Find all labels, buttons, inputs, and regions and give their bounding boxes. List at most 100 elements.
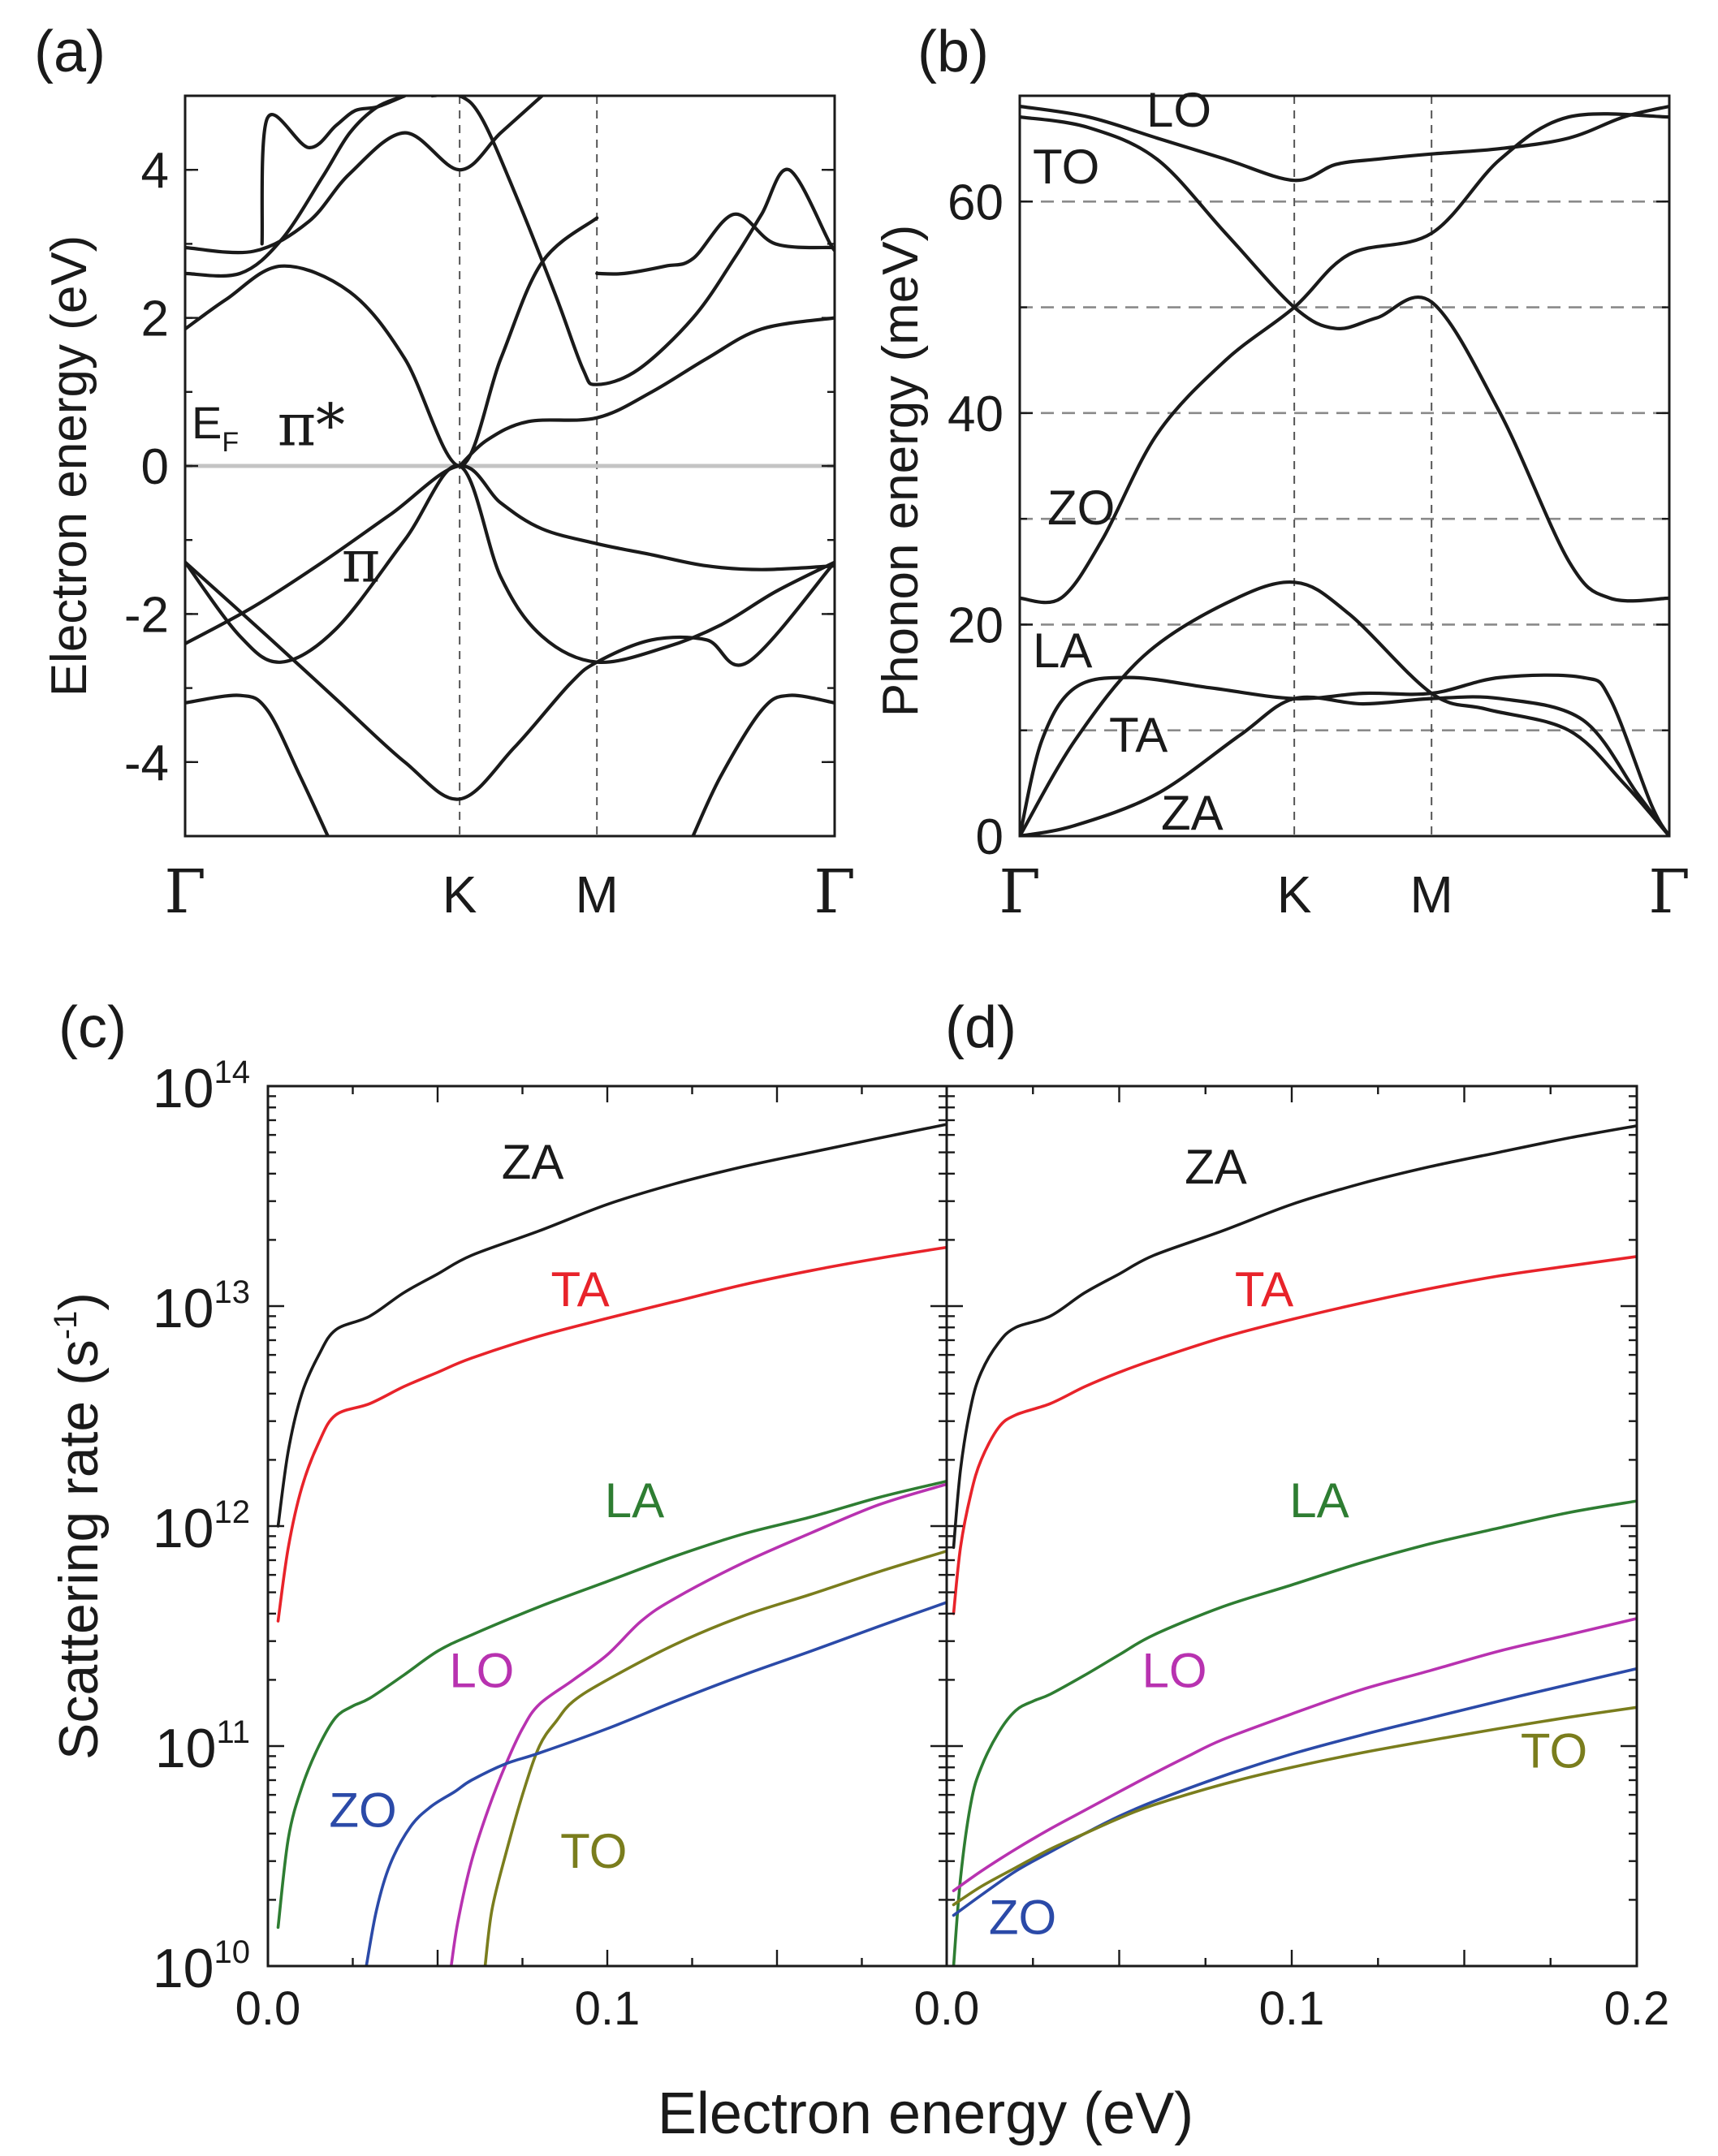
band-TA	[1020, 673, 1669, 836]
y-tick-label: 0	[976, 809, 1004, 865]
y-tick-label: 60	[947, 175, 1004, 231]
x-tick-label: 0.2	[1604, 1982, 1670, 2035]
x-label-m: M	[576, 865, 619, 924]
x-label-m: M	[1410, 865, 1453, 924]
y-axis-label: Electron energy (eV)	[41, 235, 97, 697]
label-la: LA	[605, 1473, 664, 1528]
label-la: LA	[1289, 1473, 1349, 1528]
branch-label-la: LA	[1033, 623, 1092, 678]
band-deep-2	[185, 560, 835, 801]
band-upper-2	[185, 96, 544, 255]
panel-d-label: (d)	[945, 995, 1017, 1060]
label-lo: LO	[1142, 1644, 1206, 1698]
energy-grid-lines	[1020, 200, 1669, 732]
fermi-label: EF	[192, 397, 239, 458]
y-ticks: 1014 1013 1012 1011 1010	[153, 1054, 947, 1999]
panel-c-scattering-rates: (c) 1014 1013 1012 1011 1010 0.0 0.1 ZA TA LA LO…	[48, 995, 948, 2035]
label-to: TO	[560, 1824, 627, 1878]
y-tick-label: 1010	[153, 1934, 250, 1999]
band-LA	[1020, 580, 1669, 836]
label-zo: ZO	[329, 1783, 396, 1837]
x-label-gamma: Γ	[814, 857, 855, 927]
panel-d-scattering-rates: (d) 0.0 0.1 0.2 ZA TA LA LO ZO TO	[914, 995, 1670, 2035]
band-TO	[1020, 115, 1669, 603]
x-tick-label: 0.1	[1259, 1982, 1325, 2035]
rate-curves	[952, 1124, 1637, 1966]
y-tick-label: 1011	[155, 1714, 250, 1779]
band-upper-3	[260, 96, 407, 246]
label-ta: TA	[550, 1262, 609, 1317]
y-axis-label: Scattering rate (s-1)	[48, 1292, 110, 1760]
y-tick-label: 1013	[153, 1274, 250, 1339]
y-tick-label: -2	[124, 587, 169, 643]
band-ZO	[1020, 112, 1669, 605]
y-tick-label: 20	[947, 597, 1004, 653]
branch-label-zo: ZO	[1047, 481, 1115, 535]
y-tick-label: 1014	[153, 1054, 250, 1119]
x-tick-label: 0.0	[235, 1982, 301, 2035]
label-zo: ZO	[989, 1890, 1056, 1944]
curve-labels: ZA TA LA LO TO ZO	[329, 1135, 664, 1878]
curve-to	[952, 1705, 1637, 1907]
panel-b-frame	[1018, 94, 1671, 838]
curve-to	[483, 1550, 947, 1966]
high-symmetry-lines	[1293, 96, 1433, 836]
curve-ta	[952, 1255, 1637, 1615]
branch-label-ta: TA	[1109, 708, 1168, 762]
panel-c-label: (c)	[58, 995, 127, 1060]
band-upper-5	[595, 212, 835, 276]
curve-lo	[449, 1482, 947, 1966]
curve-lo	[952, 1617, 1637, 1892]
band-sigma-2	[691, 693, 835, 836]
phonon-branches	[1020, 104, 1669, 836]
y-axis-label: Phonon energy (meV)	[873, 225, 929, 718]
curve-labels: ZA TA LA LO ZO TO	[989, 1140, 1587, 1944]
x-axis-label: Electron energy (eV)	[658, 2081, 1194, 2146]
curve-zo	[952, 1667, 1637, 1917]
band-pi	[185, 464, 835, 645]
y-ticks: 4 2 0 -2 -4	[124, 94, 835, 838]
pi-star-label: π*	[278, 390, 345, 459]
label-za: ZA	[1185, 1140, 1247, 1194]
y-tick-label: 2	[141, 291, 169, 347]
band-pi-star	[458, 316, 835, 468]
label-ta: TA	[1235, 1262, 1293, 1317]
curve-za	[952, 1124, 1637, 1550]
x-label-gamma: Γ	[999, 857, 1040, 927]
label-to: TO	[1521, 1723, 1587, 1778]
pi-label: π	[342, 528, 380, 596]
label-za: ZA	[502, 1135, 564, 1189]
x-label-gamma: Γ	[164, 857, 205, 927]
x-label-gamma: Γ	[1648, 857, 1690, 927]
branch-label-to: TO	[1033, 140, 1099, 194]
y-tick-label: -4	[124, 735, 169, 791]
x-tick-label: 0.0	[914, 1982, 980, 2035]
curve-ta	[276, 1245, 947, 1623]
x-ticks: 0.0 0.1	[235, 1086, 948, 2035]
curve-la	[276, 1479, 947, 1930]
x-label-k: K	[1277, 865, 1312, 924]
x-tick-label: 0.1	[575, 1982, 641, 2035]
y-tick-label: 4	[141, 143, 169, 199]
curve-la	[952, 1499, 1637, 1966]
band-ZA	[1020, 695, 1669, 836]
panel-a-label: (a)	[34, 19, 106, 84]
branch-label-za: ZA	[1161, 786, 1224, 840]
curve-za	[276, 1123, 947, 1528]
band-sigma-1	[185, 693, 330, 836]
label-lo: LO	[449, 1644, 514, 1698]
panel-b-label: (b)	[917, 19, 989, 84]
band-LO	[1020, 104, 1669, 183]
panel-a-electron-bands: (a) 4 2 0 -2 -4 Γ K M Γ Electron energy (eV) EF…	[34, 19, 856, 927]
y-tick-label: 0	[141, 439, 169, 495]
band-deep-1	[185, 464, 835, 665]
x-ticks: 0.0 0.1 0.2	[914, 1086, 1670, 2035]
x-label-k: K	[442, 865, 477, 924]
band-upper-4	[430, 96, 835, 386]
band-pi-star-2	[185, 216, 599, 468]
y-tick-label: 40	[947, 386, 1004, 442]
